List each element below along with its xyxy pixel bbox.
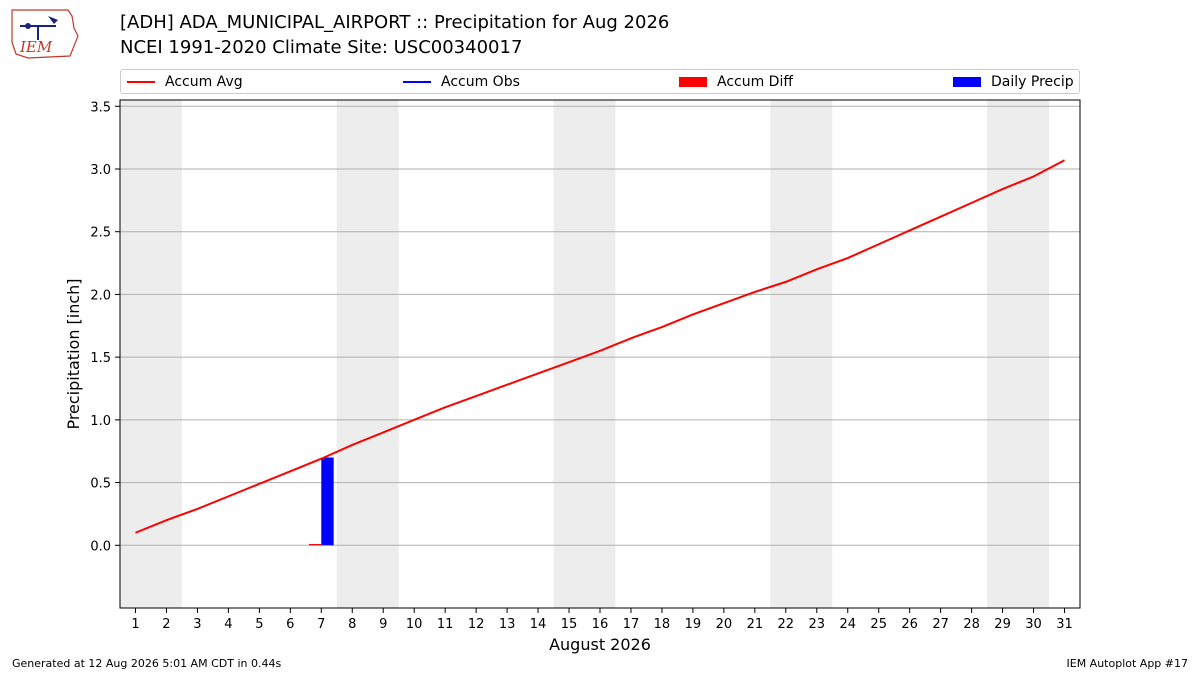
x-tick-label: 8 [348,617,356,632]
weekend-band [987,100,1050,608]
x-tick-label: 13 [499,617,516,632]
x-tick-label: 28 [963,617,980,632]
weather-vane-arrow [48,16,58,24]
legend-item-accum-obs: Accum Obs [403,70,520,93]
footer-app: IEM Autoplot App #17 [1066,657,1189,670]
legend-swatch [679,76,707,87]
x-tick-label: 17 [623,617,640,632]
x-tick-label: 30 [1025,617,1042,632]
legend-label: Daily Precip [991,73,1074,90]
x-tick-label: 20 [716,617,733,632]
weather-vane-ball [25,23,31,29]
x-tick-label: 15 [561,617,578,632]
legend-label: Accum Diff [717,73,794,90]
x-tick-label: 23 [809,617,826,632]
x-tick-label: 29 [994,617,1011,632]
y-tick-label: 3.5 [90,100,111,115]
x-tick-label: 14 [530,617,547,632]
x-tick-label: 19 [685,617,702,632]
legend-item-accum-diff: Accum Diff [679,70,793,93]
legend-item-accum-avg: Accum Avg [127,70,243,93]
y-tick-label: 2.5 [90,226,111,241]
accum-avg-line [135,159,1065,534]
y-tick-label: 0.5 [90,477,111,492]
y-tick-label: 1.5 [90,351,111,366]
weekend-band [770,100,833,608]
x-tick-label: 27 [932,617,949,632]
legend: Accum Avg Accum Obs Accum Diff Daily Precip [120,69,1080,94]
iowa-state-outline [11,9,79,59]
y-tick-label: 2.0 [90,288,111,303]
x-tick-label: 26 [901,617,918,632]
x-tick-label: 4 [224,617,232,632]
plot-frame [119,99,1081,609]
x-tick-label: 1 [131,617,139,632]
x-tick-label: 25 [870,617,887,632]
iem-logo: IEM [11,9,79,59]
legend-item-daily-precip: Daily Precip [953,70,1074,93]
weekend-band [120,100,182,608]
x-axis-label: August 2026 [549,635,651,654]
y-tick-label: 1.0 [90,414,111,429]
x-tick-label: 5 [255,617,263,632]
x-tick-label: 7 [317,617,325,632]
chart-subtitle: NCEI 1991-2020 Climate Site: USC00340017 [120,37,523,58]
legend-swatch [403,80,431,83]
footer-generated: Generated at 12 Aug 2026 5:01 AM CDT in … [12,657,282,670]
weekend-band [336,100,399,608]
accum-diff-bar [308,544,322,546]
legend-swatch [127,80,155,83]
x-tick-label: 18 [654,617,671,632]
x-tick-label: 9 [379,617,387,632]
x-tick-label: 22 [778,617,795,632]
legend-label: Accum Avg [165,73,243,90]
chart-title: [ADH] ADA_MUNICIPAL_AIRPORT :: Precipita… [120,12,670,33]
x-tick-label: 31 [1056,617,1073,632]
x-tick-label: 2 [162,617,170,632]
x-tick-label: 12 [468,617,485,632]
logo-text: IEM [19,38,53,56]
x-tick-label: 11 [437,617,454,632]
weekend-band [553,100,616,608]
y-tick-label: 3.0 [90,163,111,178]
x-tick-label: 6 [286,617,294,632]
y-axis-label: Precipitation [inch] [64,278,83,429]
legend-label: Accum Obs [441,73,520,90]
x-tick-label: 3 [193,617,201,632]
x-tick-label: 10 [406,617,423,632]
x-tick-label: 24 [839,617,856,632]
legend-swatch [953,76,981,87]
y-tick-label: 0.0 [90,539,111,554]
daily-precip-bar [321,457,334,546]
x-tick-label: 16 [592,617,609,632]
x-tick-label: 21 [747,617,764,632]
